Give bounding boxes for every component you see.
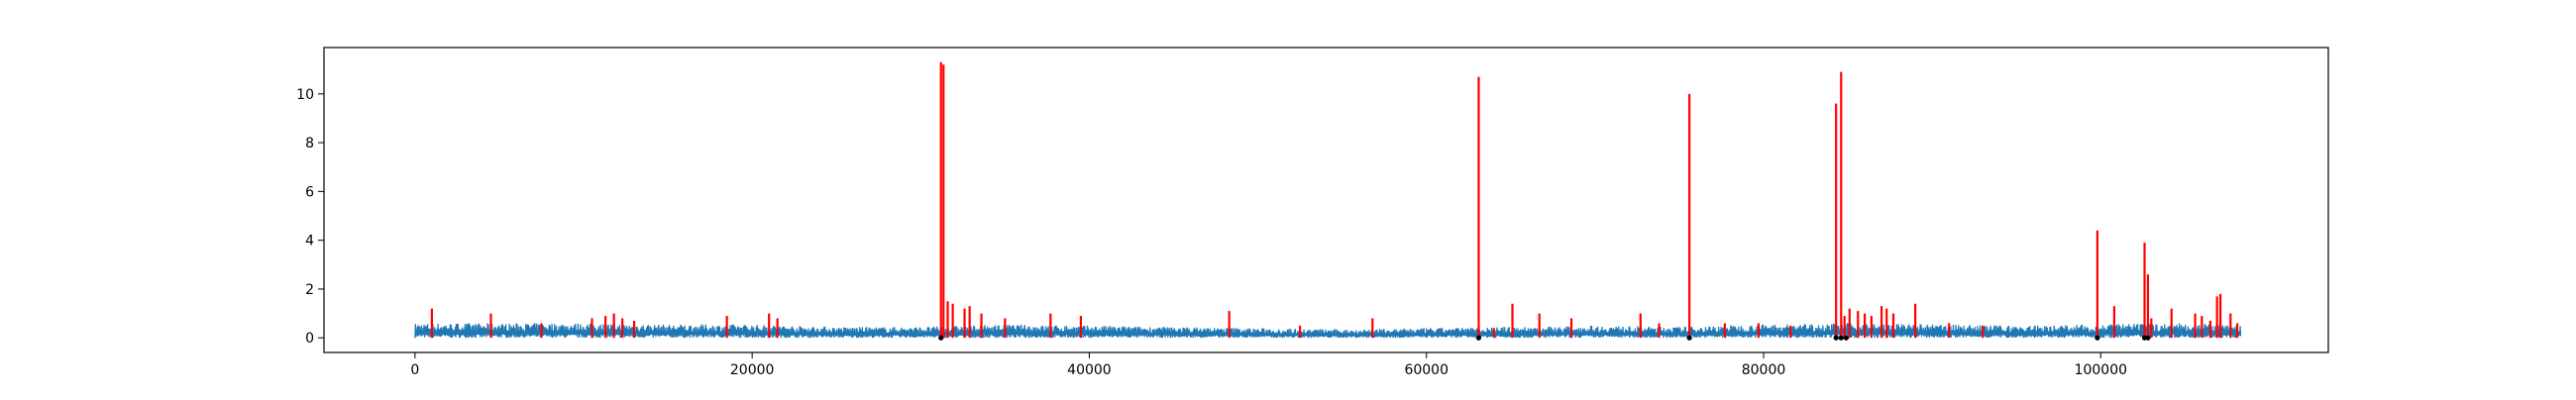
- zero-marker: [2145, 335, 2151, 341]
- anomaly-series: [430, 61, 2239, 339]
- x-tick-label: 40000: [1067, 362, 1112, 378]
- plot-area: [414, 61, 2242, 341]
- x-tick-label: 0: [410, 362, 419, 378]
- y-tick-label: 0: [305, 331, 314, 347]
- x-tick-label: 60000: [1404, 362, 1449, 378]
- zero-marker: [1833, 335, 1839, 341]
- zero-marker: [1475, 335, 1482, 341]
- baseline-signal-line: [414, 323, 2242, 339]
- y-tick-label: 6: [305, 184, 314, 200]
- y-tick-label: 10: [296, 87, 314, 103]
- y-tick-label: 4: [305, 234, 314, 250]
- x-tick-label: 20000: [730, 362, 775, 378]
- x-tick-label: 80000: [1742, 362, 1786, 378]
- axes: 0 20000 40000 60000 80000 100000 0 2 4 6 8 10: [296, 47, 2329, 378]
- x-tick-label: 100000: [2075, 362, 2127, 378]
- axes-frame: [323, 47, 2329, 353]
- y-tick-label: 8: [305, 136, 314, 151]
- zero-marker: [938, 335, 944, 341]
- zero-marker: [1843, 335, 1849, 341]
- y-tick-label: 2: [305, 282, 314, 298]
- zero-marker: [1838, 335, 1844, 341]
- zero-marker: [2094, 335, 2100, 341]
- zero-marker: [1686, 335, 1692, 341]
